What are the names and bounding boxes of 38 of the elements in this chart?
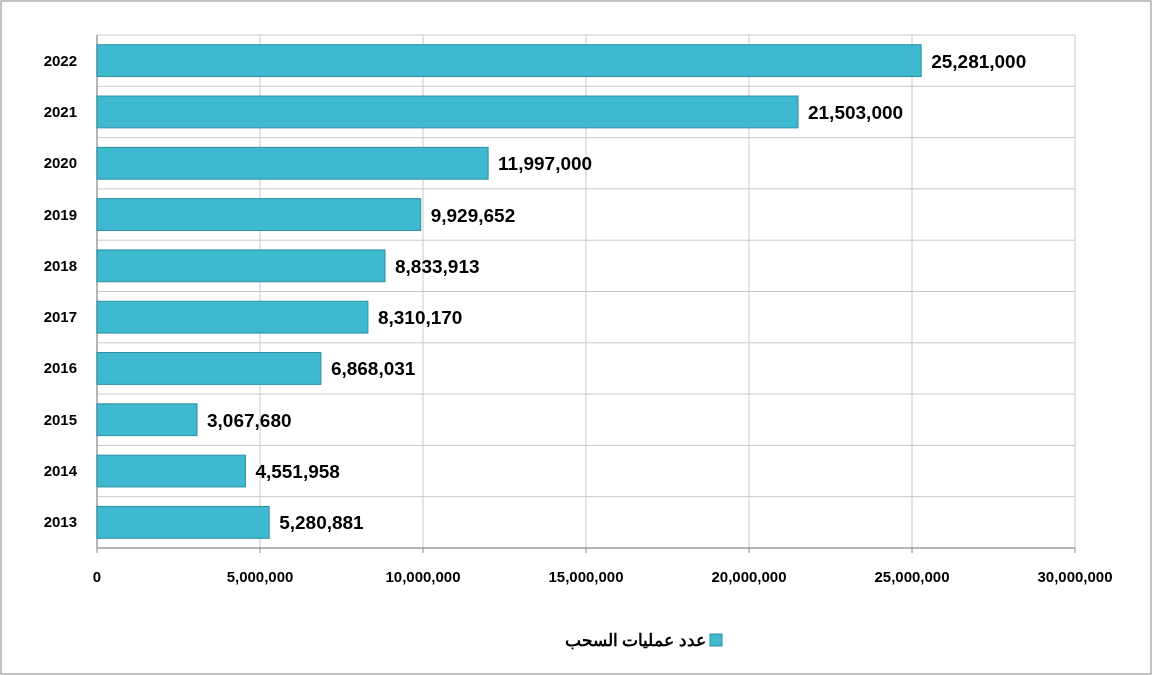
data-label: 11,997,000 bbox=[498, 153, 593, 175]
data-label: 8,833,913 bbox=[394, 255, 480, 277]
x-tick-label: 25,000,000 bbox=[874, 568, 950, 585]
data-label: 5,280,881 bbox=[279, 512, 365, 534]
y-tick-label: 2016 bbox=[43, 359, 77, 377]
y-tick-label: 2013 bbox=[43, 513, 77, 531]
data-label: 4,551,958 bbox=[255, 461, 340, 483]
x-tick-label: 20,000,000 bbox=[711, 568, 787, 585]
x-tick-label: 10,000,000 bbox=[385, 568, 461, 585]
bar bbox=[96, 403, 198, 437]
y-tick-label: 2019 bbox=[43, 205, 77, 223]
y-tick-label: 2015 bbox=[43, 410, 77, 428]
data-label: 8,310,170 bbox=[377, 307, 463, 329]
bar bbox=[96, 44, 922, 78]
data-label: 3,067,680 bbox=[207, 409, 292, 431]
y-tick-label: 2022 bbox=[43, 51, 77, 69]
x-tick-label: 5,000,000 bbox=[226, 568, 294, 585]
bar bbox=[96, 198, 422, 231]
data-label: 25,281,000 bbox=[931, 50, 1027, 72]
bar bbox=[96, 300, 369, 334]
legend: عدد عمليات السحب bbox=[564, 631, 723, 650]
bar bbox=[96, 352, 322, 385]
bar bbox=[96, 146, 489, 180]
y-tick-label: 2017 bbox=[43, 308, 77, 326]
y-tick-label: 2018 bbox=[43, 256, 77, 274]
bar bbox=[96, 249, 386, 283]
y-tick-label: 2021 bbox=[43, 102, 77, 120]
bar bbox=[96, 454, 246, 488]
bar bbox=[96, 505, 270, 539]
data-label: 21,503,000 bbox=[808, 101, 904, 123]
data-label: 9,929,652 bbox=[430, 204, 516, 226]
x-tick-label: 0 bbox=[92, 568, 102, 585]
bar bbox=[96, 95, 799, 129]
data-label: 6,868,031 bbox=[330, 358, 416, 380]
y-tick-label: 2014 bbox=[43, 462, 78, 480]
x-tick-label: 15,000,000 bbox=[548, 568, 624, 585]
x-tick-label: 30,000,000 bbox=[1037, 568, 1113, 585]
y-tick-label: 2020 bbox=[43, 154, 77, 172]
